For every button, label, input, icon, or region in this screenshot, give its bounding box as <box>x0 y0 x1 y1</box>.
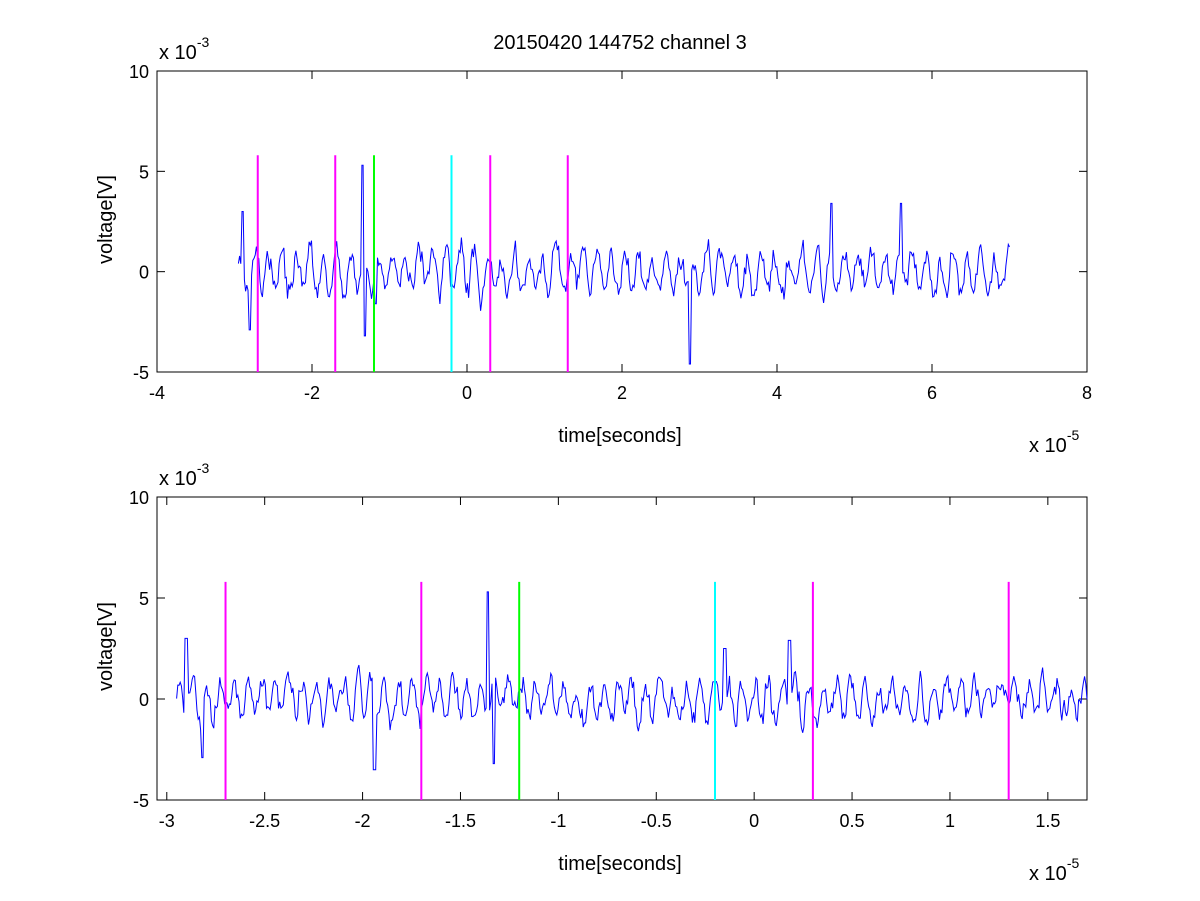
x-tick-label: -2.5 <box>249 811 280 831</box>
y-exponent-label: x 10-3 <box>159 460 209 490</box>
x-tick-label: 2 <box>617 383 627 403</box>
x-tick-label: 1 <box>945 811 955 831</box>
x-tick-label: 1.5 <box>1035 811 1060 831</box>
x-exponent-label: x 10-5 <box>1029 855 1079 885</box>
x-axis-label: time[seconds] <box>558 853 681 875</box>
x-exponent-power: -5 <box>1067 427 1080 443</box>
signal-trace <box>176 591 1088 771</box>
y-exponent-power: -3 <box>197 460 210 476</box>
x-tick-label: 0.5 <box>840 811 865 831</box>
y-tick-label: 5 <box>139 589 149 609</box>
x-tick-label: 4 <box>772 383 782 403</box>
y-axis-label: voltage[V] <box>95 175 117 264</box>
x-tick-label: -2 <box>304 383 320 403</box>
x-tick-label: -4 <box>149 383 165 403</box>
y-exponent-label: x 10-3 <box>159 34 209 64</box>
y-axis-label: voltage[V] <box>95 602 117 691</box>
x-exponent-power: -5 <box>1067 855 1080 871</box>
figure-title: 20150420 144752 channel 3 <box>493 32 747 54</box>
x-tick-label: -1 <box>550 811 566 831</box>
x-exponent-base: x 10 <box>1029 435 1067 457</box>
y-tick-label: -5 <box>133 791 149 811</box>
x-exponent-base: x 10 <box>1029 863 1067 885</box>
x-tick-label: 0 <box>749 811 759 831</box>
x-tick-label: -3 <box>159 811 175 831</box>
axes-box <box>156 496 1088 801</box>
x-tick-label: -1.5 <box>445 811 476 831</box>
y-exponent-base: x 10 <box>159 42 197 64</box>
y-tick-label: 0 <box>139 690 149 710</box>
x-tick-label: 0 <box>462 383 472 403</box>
y-exponent-power: -3 <box>197 34 210 50</box>
x-exponent-label: x 10-5 <box>1029 427 1079 457</box>
y-tick-label: -5 <box>133 363 149 383</box>
x-tick-label: -0.5 <box>641 811 672 831</box>
x-tick-label: 8 <box>1082 383 1092 403</box>
y-tick-label: 10 <box>129 62 149 82</box>
y-tick-label: 0 <box>139 263 149 283</box>
axes-box <box>156 70 1088 373</box>
y-exponent-base: x 10 <box>159 468 197 490</box>
signal-trace <box>237 164 1010 365</box>
x-axis-label: time[seconds] <box>558 425 681 447</box>
y-tick-label: 10 <box>129 488 149 508</box>
y-tick-label: 5 <box>139 162 149 182</box>
x-tick-label: 6 <box>927 383 937 403</box>
x-tick-label: -2 <box>355 811 371 831</box>
